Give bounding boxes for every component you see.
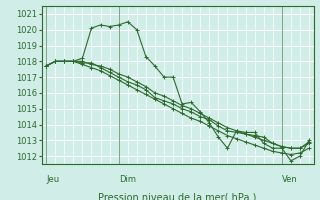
Text: Pression niveau de la mer( hPa ): Pression niveau de la mer( hPa ) xyxy=(99,192,257,200)
Text: Jeu: Jeu xyxy=(46,175,59,184)
Text: Dim: Dim xyxy=(119,175,136,184)
Text: Ven: Ven xyxy=(282,175,298,184)
